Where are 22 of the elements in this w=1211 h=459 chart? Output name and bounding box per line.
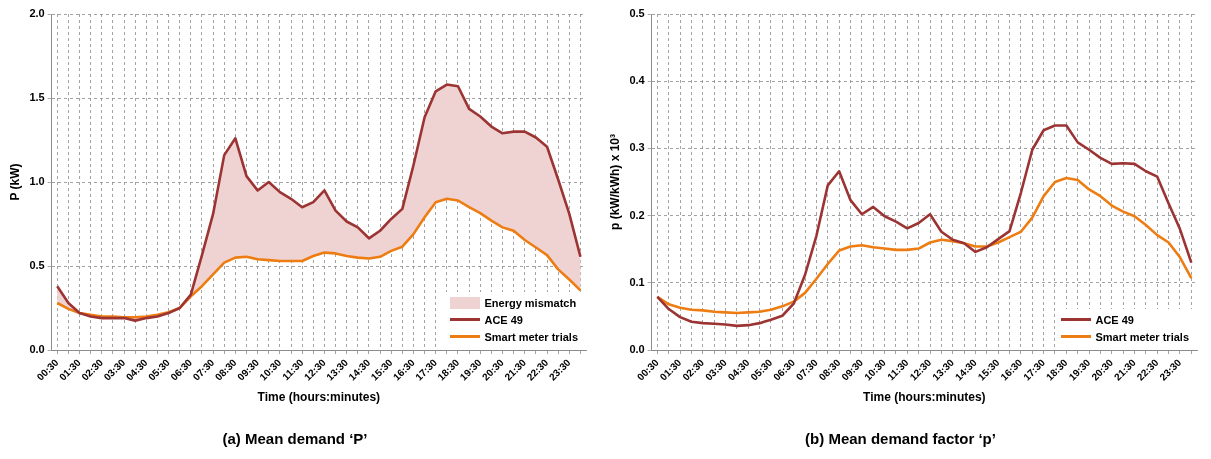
text: (a) Mean demand ‘P’ [222, 430, 368, 448]
y-axis-title: p (kW/kWh) x 10³ [607, 134, 622, 231]
y-tick-label: 0.3 [629, 141, 645, 154]
y-tick-label: 0.1 [629, 275, 645, 288]
y-tick-label: 2.0 [29, 7, 45, 20]
y-tick-label: 0.0 [629, 343, 645, 356]
y-tick-label: 0.5 [629, 7, 645, 20]
legend-label: ACE 49 [1095, 313, 1134, 326]
y-tick-label: 0.2 [629, 208, 645, 221]
y-tick-label: 1.5 [29, 91, 45, 104]
legend-label: ACE 49 [484, 313, 523, 326]
legend-label: Smart meter trials [1095, 330, 1189, 343]
text: (b) Mean demand factor ‘p’ [805, 430, 996, 448]
x-axis-title: Time (hours:minutes) [257, 390, 381, 405]
legend-label: Smart meter trials [484, 330, 578, 343]
y-tick-label: 0.5 [29, 259, 45, 272]
y-tick-label: 0.0 [29, 343, 45, 356]
y-axis-title: P (kW) [7, 163, 22, 201]
legend-label: Energy mismatch [484, 296, 577, 309]
y-tick-label: 1.0 [29, 175, 45, 188]
x-axis-title: Time (hours:minutes) [863, 390, 986, 405]
y-tick-label: 0.4 [629, 74, 646, 87]
